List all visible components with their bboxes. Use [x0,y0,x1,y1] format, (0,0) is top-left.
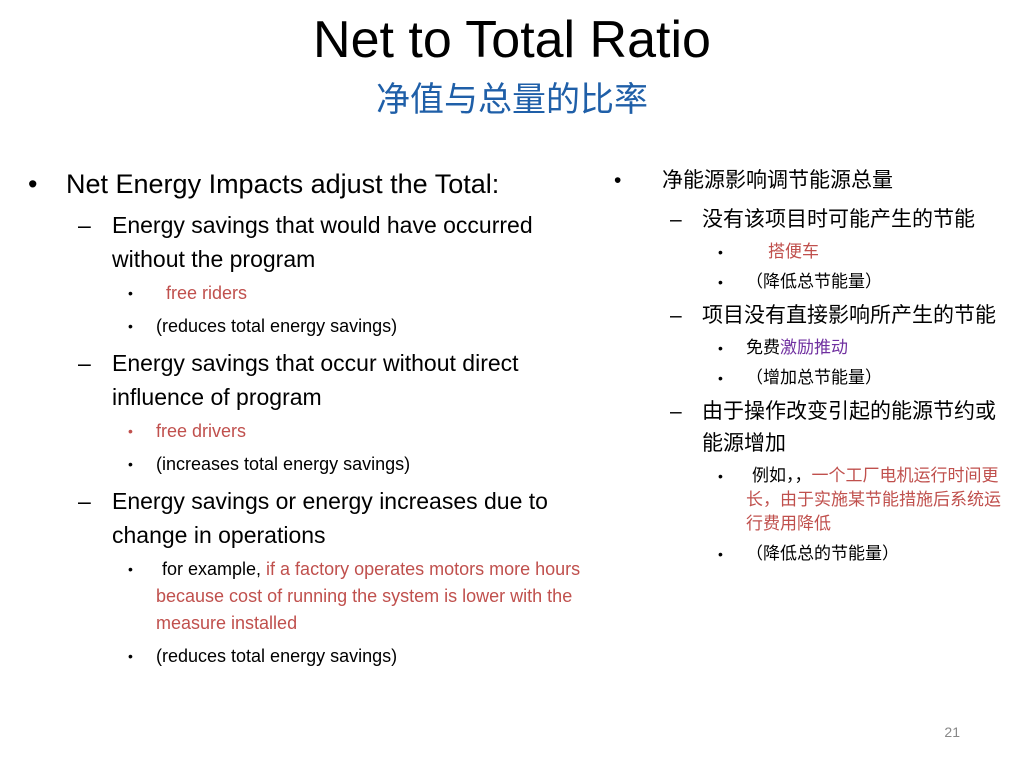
bullet-text: （增加总节能量） [746,368,882,387]
bullet-text: free drivers [156,421,247,441]
bullet-text: 一个工厂电机运行时间更长，由于实施某节能措施后系统运行费用降低 [746,466,1001,533]
bullet-dot-icon: • [128,561,133,577]
bullet-prefix: 免费 [746,338,780,357]
bullet-level2: – Energy savings or energy increases due… [28,484,588,552]
bullet-dot-icon: • [718,274,723,290]
dash-icon: – [78,350,91,376]
bullet-dot-icon: • [718,340,723,356]
bullet-text: if a factory operates motors more hours … [156,559,581,633]
bullet-dot-icon: • [128,648,133,664]
bullet-text: free riders [166,283,248,303]
bullet-text: Energy savings or energy increases due t… [112,488,548,548]
bullet-text: Energy savings that would have occurred … [112,212,533,272]
bullet-level2: – 由于操作改变引起的能源节约或能源增加 [614,396,1014,460]
bullet-prefix: for example, [162,559,267,579]
bullet-dot-icon: • [128,456,133,472]
bullet-text: (increases total energy savings) [156,454,411,474]
bullet-level3: • 免费激励推动 [614,336,1014,360]
bullet-level3: • for example, if a factory operates mot… [28,556,588,637]
slide-subtitle: 净值与总量的比率 [376,80,648,120]
bullet-level3: • 例如，，一个工厂电机运行时间更长，由于实施某节能措施后系统运行费用降低 [614,464,1014,536]
dash-icon: – [670,304,682,327]
bullet-level3: • （降低总节能量） [614,270,1014,294]
bullet-prefix: 例如，， [752,466,812,485]
bullet-dot-icon: • [614,169,622,192]
bullet-dot-icon: • [128,285,133,301]
bullet-text: Net Energy Impacts adjust the Total: [66,169,500,199]
bullet-dot-icon: • [718,546,723,562]
bullet-level3: • (increases total energy savings) [28,451,588,478]
bullet-level3: • (reduces total energy savings) [28,313,588,340]
bullet-text: 由于操作改变引起的能源节约或能源增加 [702,400,996,455]
bullet-dot-icon: • [718,468,723,484]
page-number: 21 [944,724,960,740]
bullet-level1: • 净能源影响调节能源总量 [614,166,1014,196]
bullet-level2: – Energy savings that occur without dire… [28,346,588,414]
bullet-dot-icon: • [128,423,133,439]
bullet-level2: – Energy savings that would have occurre… [28,208,588,276]
bullet-text: 激励推动 [780,338,848,357]
bullet-level3: • (reduces total energy savings) [28,643,588,670]
bullet-text: （降低总节能量） [746,272,882,291]
slide-title: Net to Total Ratio [313,11,711,69]
bullet-text: 净能源影响调节能源总量 [662,169,893,192]
bullet-dot-icon: • [28,169,38,199]
bullet-text: 项目没有直接影响所产生的节能 [702,304,996,327]
bullet-level3: • （增加总节能量） [614,366,1014,390]
bullet-level3: • （降低总的节能量） [614,542,1014,566]
bullet-dot-icon: • [718,244,723,260]
bullet-level1: • Net Energy Impacts adjust the Total: [28,166,588,202]
bullet-level3: • 搭便车 [614,240,1014,264]
bullet-text: (reduces total energy savings) [156,646,398,666]
bullet-dot-icon: • [718,370,723,386]
bullet-level3: • free drivers [28,418,588,445]
bullet-text: 没有该项目时可能产生的节能 [702,208,975,231]
bullet-level2: – 项目没有直接影响所产生的节能 [614,300,1014,332]
bullet-text: （降低总的节能量） [746,544,899,563]
dash-icon: – [78,212,91,238]
bullet-dot-icon: • [128,318,133,334]
bullet-text: Energy savings that occur without direct… [112,350,519,410]
dash-icon: – [78,488,91,514]
dash-icon: – [670,208,682,231]
left-column: • Net Energy Impacts adjust the Total: –… [28,166,588,676]
dash-icon: – [670,400,682,423]
bullet-level3: • free riders [28,280,588,307]
bullet-text: (reduces total energy savings) [156,316,398,336]
bullet-text: 搭便车 [768,242,819,261]
right-column: • 净能源影响调节能源总量 – 没有该项目时可能产生的节能 • 搭便车 • （降… [614,166,1014,572]
bullet-level2: – 没有该项目时可能产生的节能 [614,204,1014,236]
